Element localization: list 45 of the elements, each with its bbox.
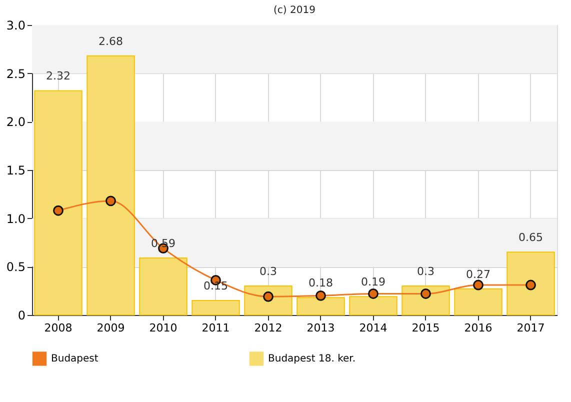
bar — [454, 288, 502, 316]
x-tick-label: 2014 — [359, 322, 388, 334]
x-tick-label: 2017 — [516, 322, 545, 334]
y-tick-label: 2.0 — [6, 115, 26, 130]
x-tick-label: 2011 — [202, 322, 230, 334]
y-tick-label: 2.5 — [6, 66, 26, 81]
data-label: 0.27 — [466, 268, 490, 281]
x-tick-label: 2008 — [44, 322, 72, 334]
point — [368, 288, 378, 299]
point — [106, 196, 116, 206]
bar — [86, 55, 135, 316]
data-label: 0.19 — [361, 276, 386, 289]
data-label: 0.3 — [417, 265, 434, 278]
data-label: 0.3 — [260, 265, 277, 278]
x-tick-label: 2015 — [412, 322, 440, 334]
bar — [296, 297, 345, 316]
point — [316, 290, 326, 301]
data-label: 0.18 — [308, 276, 333, 290]
bar — [192, 300, 240, 316]
legend-label: Budapest — [51, 354, 98, 365]
text: (c) 2019 — [274, 5, 316, 16]
x-tick-label: 2013 — [306, 322, 335, 334]
bar — [506, 252, 555, 316]
point — [263, 291, 274, 302]
data-label: 2.68 — [98, 34, 123, 48]
x-tick-label: 2009 — [96, 322, 125, 334]
y-tick-label: 0 — [18, 308, 26, 322]
point — [473, 280, 484, 290]
x-tick-label: 2010 — [149, 322, 178, 334]
x-tick-label: 2012 — [254, 322, 282, 334]
bar — [34, 90, 82, 316]
bar — [349, 296, 398, 316]
x-tick-label: 2016 — [464, 322, 492, 334]
data-label: 0.65 — [518, 231, 543, 244]
y-tick-label: 0.5 — [6, 260, 26, 274]
y-tick-label: 1.5 — [6, 164, 26, 178]
legend-label: Budapest 18. ker. — [268, 354, 356, 365]
point — [420, 288, 431, 299]
data-label: 2.32 — [46, 70, 70, 83]
y-tick-label: 3.0 — [6, 18, 26, 32]
point — [526, 280, 536, 290]
data-label: 0.15 — [204, 280, 228, 292]
bar — [139, 257, 188, 316]
point — [53, 205, 64, 216]
y-tick-label: 1.0 — [6, 212, 26, 226]
